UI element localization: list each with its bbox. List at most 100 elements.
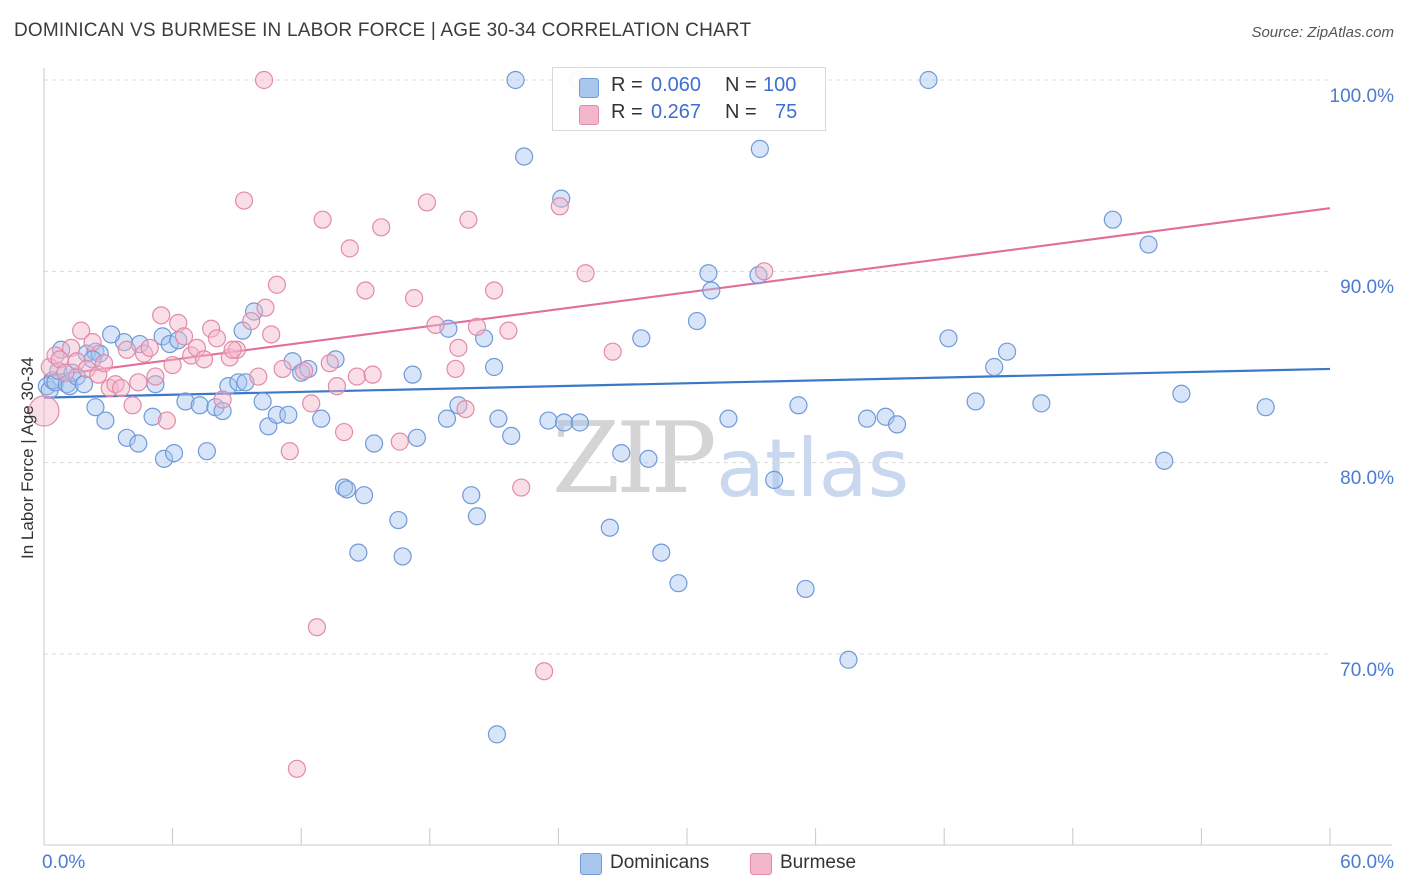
dominican-point — [334, 478, 354, 497]
dominican-point — [354, 486, 374, 505]
dominican-point — [765, 470, 784, 489]
burmese-point — [280, 442, 299, 461]
burmese-point — [169, 313, 188, 333]
dominican-point — [312, 409, 331, 428]
burmese-point — [163, 355, 182, 375]
burmese-point — [390, 432, 409, 451]
dominican-point — [102, 325, 121, 344]
dominican-point — [49, 361, 68, 380]
trend-lines — [43, 207, 1331, 399]
dominican-point — [129, 434, 148, 453]
dominican-point — [600, 518, 619, 537]
chart-title: DOMINICAN VS BURMESE IN LABOR FORCE | AG… — [14, 20, 752, 41]
burmese-point — [550, 197, 569, 216]
dominican-point — [1172, 384, 1191, 403]
burmese-point — [294, 361, 314, 380]
burmese-point — [117, 340, 136, 359]
dominican-point — [552, 189, 571, 208]
burmese-point — [94, 354, 114, 373]
burmese-point — [485, 281, 504, 300]
dominican-point — [789, 396, 808, 415]
burmese-point — [313, 210, 332, 229]
axes — [43, 68, 1392, 846]
dominican-point — [164, 444, 184, 463]
legend-n-value: 100 — [763, 74, 797, 96]
dominican-point — [403, 365, 422, 384]
dominican-point — [839, 650, 858, 669]
burmese-point — [234, 191, 254, 210]
legend-r-label: R = — [611, 101, 643, 123]
burmese-point — [320, 354, 339, 373]
burmese-point — [223, 340, 242, 359]
dominican-point — [750, 139, 769, 158]
legend-r-label: R = — [611, 74, 643, 96]
y-tick-label: 90.0% — [1340, 277, 1394, 298]
burmese-point — [146, 367, 165, 386]
dominican-point — [176, 392, 195, 411]
dominican-point — [1139, 235, 1158, 254]
burmese-point — [123, 396, 142, 415]
dominican-point — [337, 480, 357, 499]
burmese-point — [213, 390, 232, 409]
dominican-point — [612, 444, 631, 463]
burmese-point — [347, 367, 367, 386]
legend-n-label: N = — [725, 74, 757, 96]
dominican-point — [506, 70, 525, 90]
burmese-point — [227, 340, 246, 359]
burmese-point — [89, 365, 108, 384]
dominican-point — [364, 434, 384, 453]
burmese-point — [372, 218, 391, 237]
dominican-point — [197, 442, 216, 461]
y-tick-label: 100.0% — [1329, 86, 1394, 107]
dominican-point — [1155, 451, 1174, 470]
legend-swatch-pink — [579, 105, 599, 125]
dominican-point — [985, 357, 1004, 377]
burmese-point — [194, 350, 214, 369]
burmese-point — [157, 411, 176, 430]
dominican-point — [919, 70, 938, 90]
burmese-point — [56, 363, 75, 382]
dominican-point — [154, 449, 174, 468]
dominican-point — [857, 409, 877, 428]
dominican-point — [253, 392, 272, 411]
burmese-point — [67, 352, 86, 371]
burmese-point — [603, 342, 622, 361]
dominican-point — [437, 409, 457, 428]
dominican-point — [539, 411, 558, 430]
y-tick-label: 80.0% — [1340, 468, 1394, 489]
dominican-point — [229, 373, 248, 392]
burmese-point — [267, 275, 287, 294]
burmese-point — [499, 321, 518, 340]
burmese-point — [140, 338, 159, 357]
burmese-point — [459, 210, 478, 229]
dominican-point — [474, 329, 494, 348]
burmese-point — [287, 759, 307, 778]
source-label: Source: ZipAtlas.com — [1251, 24, 1394, 41]
legend-row-dominicans: R = 0.060 N = 100 — [553, 74, 825, 102]
legend-swatch-blue — [580, 853, 602, 875]
burmese-point — [449, 338, 468, 357]
dominican-point — [74, 375, 94, 394]
legend-row-burmese: R = 0.267 N = 75 — [553, 101, 825, 129]
dominican-point — [699, 264, 718, 283]
burmese-point — [467, 317, 487, 336]
dominican-point — [632, 329, 651, 348]
burmese-point — [174, 327, 194, 346]
dominican-point — [349, 543, 368, 562]
dominican-point — [687, 311, 707, 331]
dominican-point — [555, 413, 574, 432]
burmese-point — [242, 311, 261, 331]
watermark-atlas: atlas — [716, 422, 910, 515]
burmese-point — [512, 478, 531, 497]
dominican-point — [639, 449, 658, 468]
dominican-point — [939, 329, 958, 348]
dominican-point — [389, 510, 408, 530]
bottom-legend-burmese: Burmese — [750, 852, 880, 876]
bottom-legend-dominicans: Dominicans — [580, 852, 730, 876]
dominican-point — [1256, 398, 1275, 417]
dominican-point — [515, 147, 534, 166]
stats-legend: R = 0.060 N = 100 R = 0.267 N = 75 — [552, 67, 826, 131]
burmese-point — [446, 359, 465, 379]
burmese-point — [302, 394, 321, 413]
